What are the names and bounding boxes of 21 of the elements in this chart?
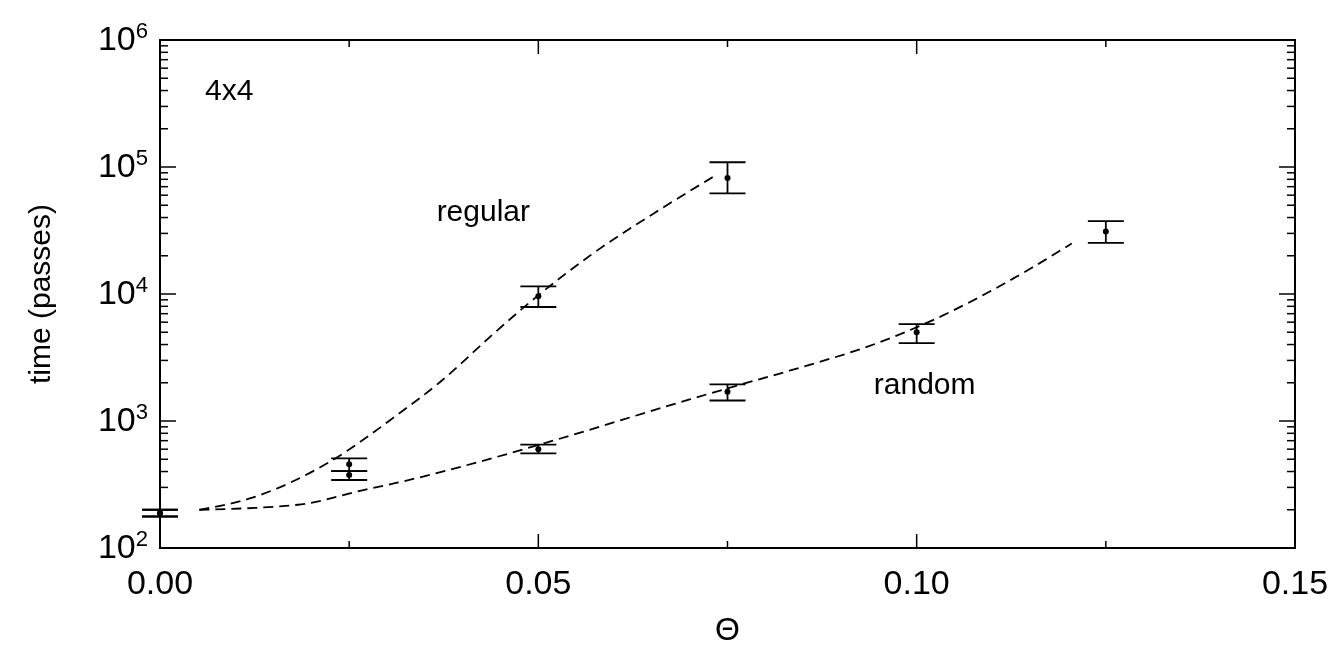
point	[346, 472, 353, 479]
point	[346, 461, 353, 468]
annotation: 4x4	[205, 73, 254, 106]
y-tick-label: 10$^{3}$	[97, 398, 148, 438]
point	[724, 388, 731, 395]
y-tick-label: 10$^{5}$	[97, 144, 148, 184]
y-tick-label: 10$^{4}$	[97, 271, 148, 311]
x-axis-title: Θ	[715, 611, 740, 647]
point	[724, 174, 731, 181]
y-axis-title: time (passes)	[23, 203, 56, 385]
x-tick-label: 0.05	[505, 563, 572, 601]
x-tick-label: 0.00	[126, 563, 194, 601]
point	[535, 446, 542, 453]
series-label: random	[873, 367, 976, 401]
y-tick-label: 10$^{2}$	[97, 525, 148, 565]
text: regular	[436, 194, 531, 228]
y-tick-label: 10$^{6}$	[97, 17, 148, 57]
point	[1102, 228, 1109, 235]
point	[913, 329, 920, 336]
x-tick-label: 0.10	[883, 563, 950, 601]
x-tick-label: 0.15	[1261, 563, 1329, 601]
